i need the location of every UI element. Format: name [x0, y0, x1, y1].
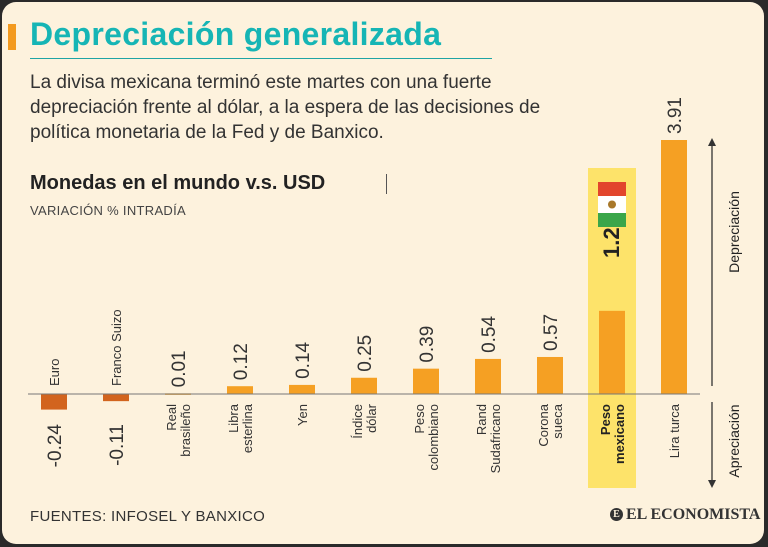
bar-5 [351, 377, 377, 394]
brand-logo-icon: E [610, 508, 623, 521]
category-label-10: Lira turca [667, 403, 682, 458]
value-label-0: -0.24 [45, 424, 66, 468]
category-label-line: Rand [474, 404, 489, 435]
category-label-line: Sudafricano [488, 404, 503, 473]
category-label-line: dólar [364, 403, 379, 433]
category-label-line: sueca [550, 403, 565, 438]
bar-9 [599, 310, 625, 394]
bar-3 [227, 386, 253, 394]
mexico-flag-icon [598, 182, 626, 227]
category-label-line: Peso [598, 404, 613, 435]
chart-title-divider [386, 174, 387, 194]
value-label-10: 3.91 [665, 97, 686, 134]
category-label-line: brasileño [178, 404, 193, 457]
brand-name: EL ECONOMISTA [626, 506, 761, 523]
category-label-8: Coronasueca [536, 403, 565, 446]
page-title: Depreciación generalizada [30, 16, 442, 52]
value-label-3: 0.12 [231, 343, 252, 380]
category-label-2: Realbrasileño [164, 404, 193, 457]
category-label-line: esterlina [240, 403, 255, 453]
category-label-9: Pesomexicano [598, 404, 627, 464]
value-label-5: 0.25 [355, 335, 376, 372]
category-label-7: RandSudafricano [474, 404, 503, 473]
lede-text: La divisa mexicana terminó este martes c… [30, 72, 541, 143]
value-label-4: 0.14 [293, 341, 314, 378]
bar-4 [289, 384, 315, 394]
category-label-0: Euro [47, 359, 62, 386]
category-label-line: Libra [226, 403, 241, 433]
category-label-line: colombiano [426, 404, 441, 471]
flag-stripe-green [598, 213, 626, 227]
bar-7 [475, 358, 501, 394]
title-divider [30, 58, 492, 59]
chart-unit-label: VARIACIÓN % INTRADÍA [30, 203, 187, 218]
category-label-line: Índice [350, 404, 365, 439]
category-label-1: Franco Suizo [109, 309, 124, 386]
appreciation-arrow-head [708, 480, 716, 488]
value-label-8: 0.57 [541, 314, 562, 351]
appreciation-label: Apreciación [726, 404, 742, 477]
category-label-line: Franco Suizo [109, 309, 124, 386]
source-note: FUENTES: INFOSEL Y BANXICO [30, 508, 266, 525]
value-label-1: -0.11 [107, 424, 128, 466]
bar-6 [413, 368, 439, 394]
flag-emblem [608, 200, 616, 209]
bar-0 [41, 394, 67, 410]
value-label-7: 0.54 [479, 316, 500, 353]
flag-stripe-red [598, 182, 626, 196]
depreciation-label: Depreciación [726, 191, 742, 273]
category-label-5: Índicedólar [350, 403, 379, 438]
depreciation-arrow-head [708, 138, 716, 146]
category-label-line: Corona [536, 403, 551, 446]
bar-8 [537, 356, 563, 394]
category-label-3: Libraesterlina [226, 403, 255, 453]
category-label-4: Yen [295, 404, 310, 426]
bar-10 [661, 140, 687, 394]
category-label-line: Yen [295, 404, 310, 426]
title-accent [8, 24, 16, 50]
bar-1 [103, 394, 129, 402]
category-label-line: Lira turca [667, 403, 682, 458]
category-label-line: Euro [47, 359, 62, 386]
value-label-2: 0.01 [169, 350, 190, 387]
category-label-6: Pesocolombiano [412, 404, 441, 471]
category-label-line: Peso [412, 404, 427, 434]
category-label-line: Real [164, 404, 179, 431]
value-label-6: 0.39 [417, 326, 438, 363]
category-label-line: mexicano [612, 404, 627, 464]
chart-title: Monedas en el mundo v.s. USD [30, 172, 326, 194]
